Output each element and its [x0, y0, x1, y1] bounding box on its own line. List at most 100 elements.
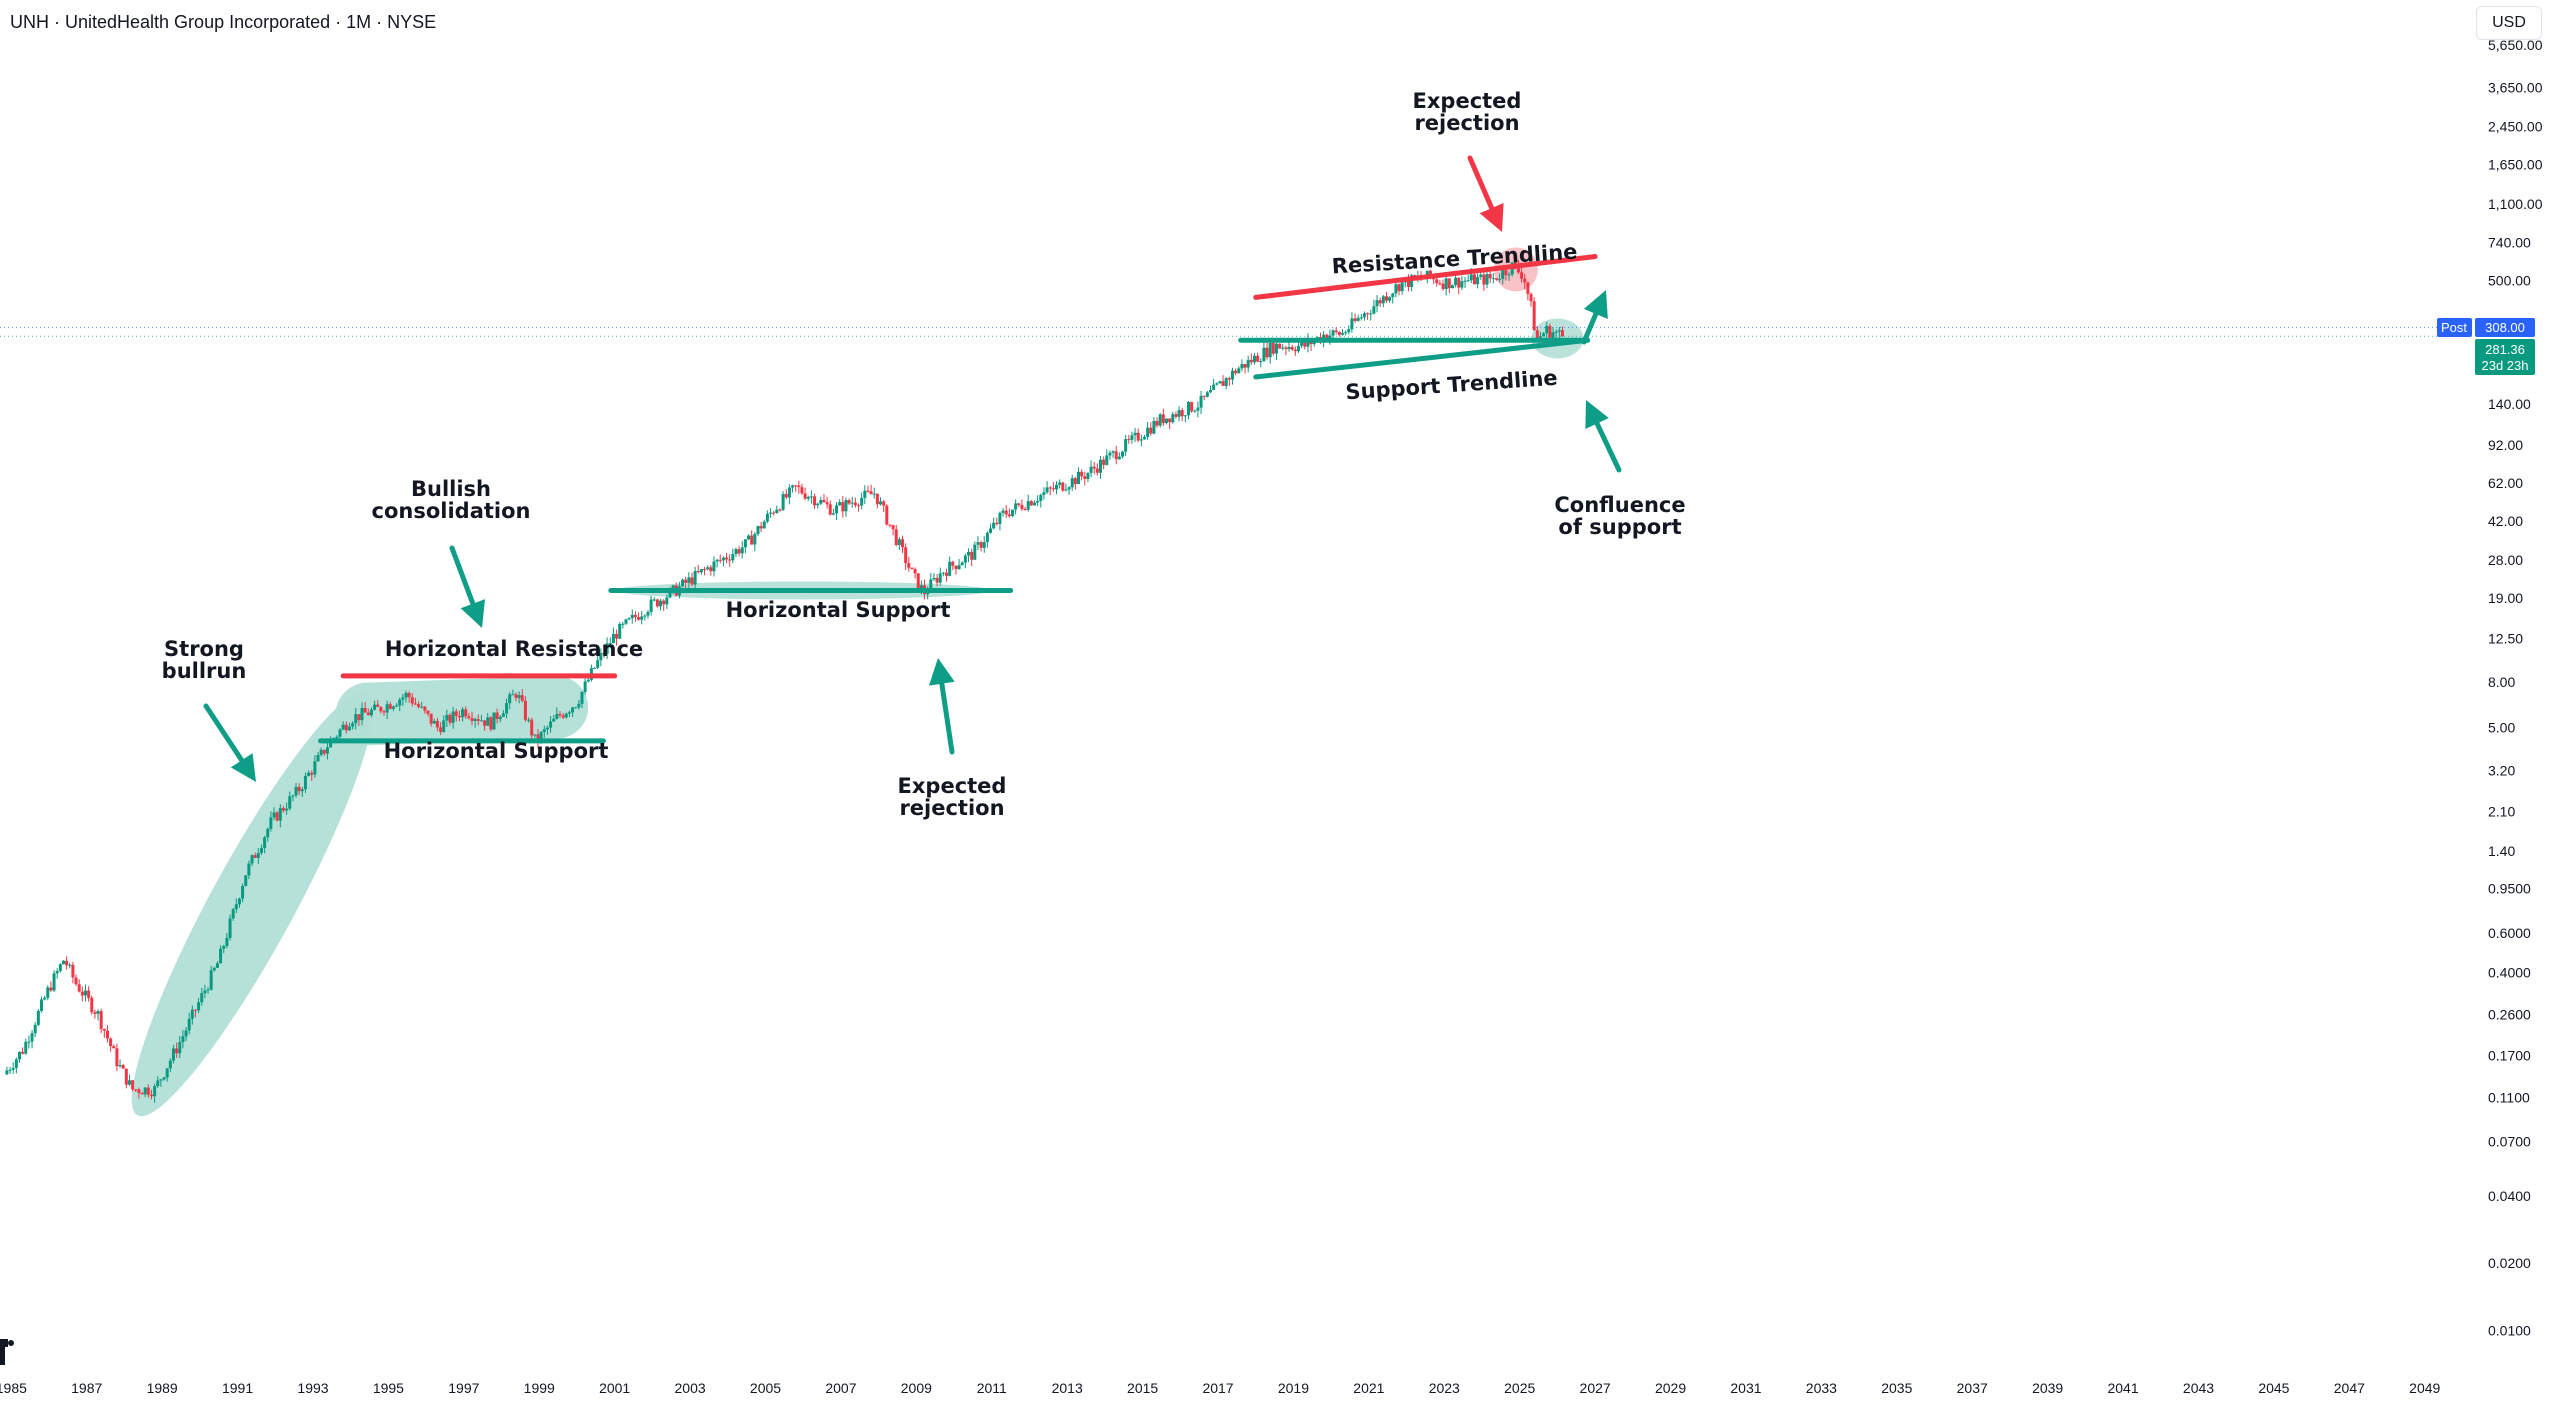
candle-body: [1460, 281, 1464, 288]
time-tick-label: 1989: [147, 1380, 178, 1396]
candle-body: [1252, 355, 1256, 363]
candle-body: [1064, 489, 1068, 491]
candle-body: [1479, 274, 1483, 278]
candle-body: [1516, 265, 1520, 273]
time-tick-label: 1999: [524, 1380, 555, 1396]
candle-body: [1344, 332, 1348, 334]
candle-body: [269, 817, 273, 829]
candle-body: [325, 747, 329, 754]
candle-body: [33, 1024, 37, 1034]
candle-body: [1234, 370, 1238, 374]
candle-body: [395, 705, 399, 707]
candle-body: [1278, 343, 1282, 349]
candle-body: [574, 707, 578, 709]
candle-body: [429, 713, 433, 724]
tradingview-logo-icon[interactable]: [0, 1335, 14, 1369]
candle-body: [872, 493, 876, 495]
candle-body: [454, 711, 458, 716]
candle-body: [973, 544, 977, 560]
candle-body: [17, 1051, 21, 1060]
candle-body: [1089, 466, 1093, 473]
candle-body: [1523, 278, 1527, 283]
candle-body: [1029, 501, 1033, 506]
price-tick-label: 0.9500: [2488, 881, 2531, 897]
candle-body: [1378, 300, 1382, 304]
candle-body: [351, 723, 355, 727]
candle-body: [838, 502, 842, 506]
time-axis[interactable]: 1985 1987 1989 1991 1993 1995 1997 1999 2001 2003…: [0, 1380, 2441, 1396]
candle-body: [303, 775, 307, 790]
candle-body: [866, 490, 870, 492]
candle-body: [1149, 427, 1153, 434]
candle-body: [1108, 452, 1112, 456]
price-tick-label: 5.00: [2488, 719, 2515, 735]
time-tick-label: 2043: [2183, 1380, 2214, 1396]
time-tick-label: 2013: [1052, 1380, 1083, 1396]
candle-body: [662, 600, 666, 605]
candle-body: [552, 718, 556, 722]
time-tick-label: 2001: [599, 1380, 630, 1396]
candle-body: [448, 714, 452, 723]
candle-body: [58, 964, 62, 971]
candle-body: [1042, 492, 1046, 495]
resistance-trendline: [1253, 254, 1598, 300]
symbol-title[interactable]: UNH · UnitedHealth Group Incorporated · …: [10, 12, 437, 32]
candle-body: [319, 749, 323, 755]
candle-body: [1205, 392, 1209, 397]
candle-body: [555, 713, 559, 719]
price-axis[interactable]: 5,650.00 3,650.00 2,450.00 1,650.00 1,100.00…: [2488, 37, 2543, 1338]
price-tick-label: 8.00: [2488, 674, 2515, 690]
candle-body: [929, 579, 933, 592]
candle-body: [354, 714, 358, 724]
candle-body: [659, 600, 663, 607]
candle-body: [740, 547, 744, 554]
candle-body: [624, 619, 628, 624]
time-tick-label: 2049: [2409, 1380, 2440, 1396]
candle-body: [68, 964, 72, 966]
candle-body: [1300, 341, 1304, 346]
candle-body: [505, 703, 509, 714]
candle-body: [1061, 482, 1065, 491]
candle-body: [935, 578, 939, 583]
candle-body: [99, 1011, 103, 1030]
candle-body: [65, 960, 69, 966]
candle-body: [335, 736, 339, 739]
candle-body: [1124, 439, 1128, 452]
price-tick-label: 0.1700: [2488, 1047, 2531, 1063]
candle-body: [545, 727, 549, 730]
candle-body: [1359, 317, 1363, 319]
candle-body: [960, 562, 964, 566]
candle-body: [696, 571, 700, 573]
candle-body: [1397, 284, 1401, 292]
candle-body: [470, 718, 474, 721]
drawing-lines[interactable]: [318, 254, 1598, 744]
candle-body: [586, 679, 590, 682]
currency-button[interactable]: USD: [2476, 6, 2542, 40]
candle-body: [1224, 378, 1228, 386]
candle-body: [1230, 370, 1234, 380]
candle-body: [77, 984, 81, 992]
candle-body: [379, 706, 383, 712]
annotation-arrows[interactable]: [203, 155, 1622, 782]
candle-body: [1105, 455, 1109, 465]
candle-body: [432, 720, 436, 724]
candle-body: [281, 808, 285, 811]
candle-body: [894, 529, 898, 546]
candle-body: [778, 509, 782, 511]
candle-body: [1551, 332, 1555, 338]
candle-body: [1017, 503, 1021, 505]
candle-body: [131, 1080, 135, 1090]
candle-body: [1554, 331, 1558, 333]
candle-body: [1218, 381, 1222, 384]
price-tick-label: 500.00: [2488, 272, 2531, 288]
candle-body: [1023, 509, 1027, 511]
candle-body: [266, 828, 270, 838]
candle-body: [605, 643, 609, 654]
expected-rejection-arrow-shaft: [1467, 155, 1495, 211]
time-tick-label: 2041: [2107, 1380, 2138, 1396]
candle-body: [175, 1048, 179, 1054]
candle-body: [1548, 325, 1552, 338]
candle-body: [831, 513, 835, 515]
candle-body: [850, 502, 854, 504]
